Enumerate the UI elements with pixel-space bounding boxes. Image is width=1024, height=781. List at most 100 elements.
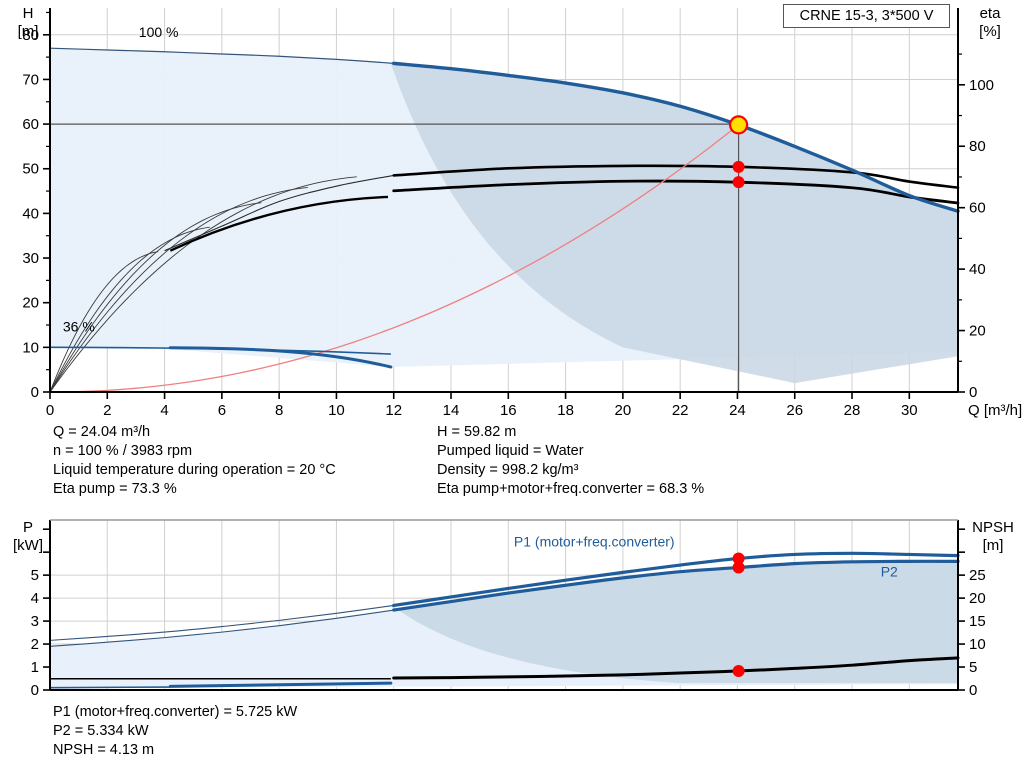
- info-h: H = 59.82 m: [437, 424, 517, 440]
- tick-label-q: 2: [103, 402, 111, 419]
- p2-curve: [392, 559, 960, 612]
- head-curve-thin: [49, 47, 394, 64]
- eta-total-curve-left: [169, 195, 389, 252]
- tick-label-h: 70: [22, 71, 39, 88]
- tick-label-h: 20: [22, 295, 39, 312]
- tick-label-q: 10: [328, 402, 345, 419]
- tick-label-p: 0: [31, 682, 39, 699]
- p2-duty-marker: [732, 561, 745, 574]
- control-curve: [49, 124, 739, 393]
- q-axis-title: Q [m³/h]: [968, 402, 1022, 419]
- info-q: Q = 24.04 m³/h: [53, 424, 151, 440]
- info-p2: P2 = 5.334 kW: [53, 723, 149, 739]
- power-envelope-dark: [390, 561, 958, 684]
- npsh-axis-title: NPSH: [972, 519, 1014, 536]
- tick-label-q: 12: [385, 402, 402, 419]
- tick-label-eta: 100: [969, 77, 994, 94]
- tick-label-q: 0: [46, 402, 54, 419]
- info-speed: n = 100 % / 3983 rpm: [53, 443, 193, 459]
- tick-label-h: 40: [22, 205, 39, 222]
- info-p1: P1 (motor+freq.converter) = 5.725 kW: [53, 704, 298, 720]
- head-curve: [392, 61, 960, 213]
- info-top-left: Q = 24.04 m³/h n = 100 % / 3983 rpm Liqu…: [53, 423, 336, 499]
- tick-label-q: 16: [500, 402, 517, 419]
- model-title-box: CRNE 15-3, 3*500 V: [783, 4, 950, 28]
- min-speed-curve: [168, 346, 393, 369]
- power-axis-title: P: [23, 519, 33, 536]
- tick-label-eta: 40: [969, 261, 986, 278]
- npsh-axis-unit: [m]: [983, 537, 1004, 554]
- tick-label-p: 4: [31, 590, 39, 607]
- tick-label-q: 24: [729, 402, 746, 419]
- tick-label-p: 1: [31, 659, 39, 676]
- speed-arc: [49, 202, 262, 393]
- tick-label-eta: 0: [969, 384, 977, 401]
- eta-pump-curve-thin: [164, 174, 394, 252]
- tick-label-q: 8: [275, 402, 283, 419]
- speed-arc: [49, 251, 159, 393]
- info-eta-pump: Eta pump = 73.3 %: [53, 481, 177, 497]
- tick-label-npsh: 10: [969, 636, 986, 653]
- power-axis-unit: [kW]: [13, 537, 43, 554]
- tick-label-npsh: 5: [969, 659, 977, 676]
- tick-label-eta: 60: [969, 200, 986, 217]
- eta-axis-title: eta: [980, 5, 1002, 22]
- eta-pump-duty-marker: [732, 160, 745, 173]
- tick-label-q: 20: [615, 402, 632, 419]
- speed-100-label: 100 %: [139, 24, 179, 40]
- info-top-right: H = 59.82 m Pumped liquid = Water Densit…: [437, 423, 704, 499]
- info-density: Density = 998.2 kg/m³: [437, 462, 579, 478]
- speed-36-label: 36 %: [63, 319, 95, 335]
- p-lowflow-thick: [168, 681, 393, 688]
- tick-label-h: 10: [22, 339, 39, 356]
- tick-label-npsh: 0: [969, 682, 977, 699]
- tick-label-p: 3: [31, 613, 39, 630]
- speed-arc: [49, 187, 308, 393]
- info-npsh: NPSH = 4.13 m: [53, 742, 155, 758]
- tick-label-q: 18: [557, 402, 574, 419]
- p2-curve-thin: [49, 609, 394, 647]
- tick-label-q: 28: [844, 402, 861, 419]
- tick-label-h: 80: [22, 27, 39, 44]
- eta-total-curve: [392, 179, 960, 205]
- tick-label-npsh: 20: [969, 590, 986, 607]
- info-pumped-liquid: Pumped liquid = Water: [437, 443, 584, 459]
- duty-point-marker: [728, 115, 749, 135]
- model-title-label: CRNE 15-3, 3*500 V: [799, 8, 934, 24]
- tick-label-npsh: 15: [969, 613, 986, 630]
- operating-envelope-dark: [390, 63, 958, 384]
- p2-curve-label: P2: [881, 563, 898, 579]
- p1-curve: [392, 551, 960, 608]
- head-axis-title: H: [23, 5, 34, 22]
- tick-label-eta: 20: [969, 323, 986, 340]
- tick-label-p: 5: [31, 567, 39, 584]
- npsh-duty-marker: [732, 665, 745, 678]
- tick-label-p: 2: [31, 636, 39, 653]
- tick-label-eta: 80: [969, 138, 986, 155]
- tick-label-h: 30: [22, 250, 39, 267]
- speed-arc: [49, 226, 210, 393]
- tick-label-h: 50: [22, 161, 39, 178]
- head-axis-unit: [m]: [18, 23, 39, 40]
- tick-label-q: 14: [443, 402, 460, 419]
- tick-label-q: 6: [218, 402, 226, 419]
- info-eta-total: Eta pump+motor+freq.converter = 68.3 %: [437, 481, 705, 497]
- eta-axis-unit: [%]: [979, 23, 1001, 40]
- tick-label-q: 22: [672, 402, 689, 419]
- eta-pump-curve: [392, 164, 960, 190]
- tick-label-npsh: 25: [969, 567, 986, 584]
- p1-duty-marker: [732, 552, 745, 565]
- p1-curve-thin: [49, 604, 394, 641]
- eta-total-duty-marker: [732, 176, 745, 189]
- p-lowflow-thin-a: [49, 686, 171, 689]
- info-bottom-left: P1 (motor+freq.converter) = 5.725 kW P2 …: [53, 703, 297, 760]
- power-npsh-chart: 0 1 2 3 4 5 0 5 10 15 20 25 P[kW] NPSH[m] P1 (motor+fr…: [13, 519, 1014, 699]
- tick-label-q: 30: [901, 402, 918, 419]
- tick-label-q: 4: [160, 402, 168, 419]
- tick-label-h: 60: [22, 116, 39, 133]
- info-liquid-temp: Liquid temperature during operation = 20…: [53, 462, 336, 478]
- tick-label-h: 0: [31, 384, 39, 401]
- p1-curve-label: P1 (motor+freq.converter): [514, 533, 675, 549]
- tick-label-q: 26: [786, 402, 803, 419]
